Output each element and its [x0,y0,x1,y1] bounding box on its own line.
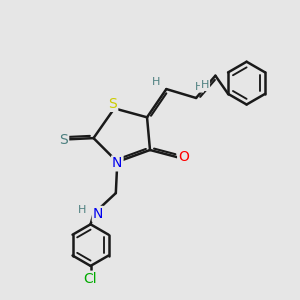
Text: N: N [112,156,122,170]
Text: N: N [93,207,103,221]
Text: H: H [152,76,160,87]
Text: H: H [195,82,203,92]
Text: Cl: Cl [84,272,98,286]
Text: H: H [201,80,209,90]
Text: H: H [78,205,86,215]
Text: S: S [109,97,117,111]
Text: O: O [178,150,189,164]
Text: S: S [59,133,68,147]
